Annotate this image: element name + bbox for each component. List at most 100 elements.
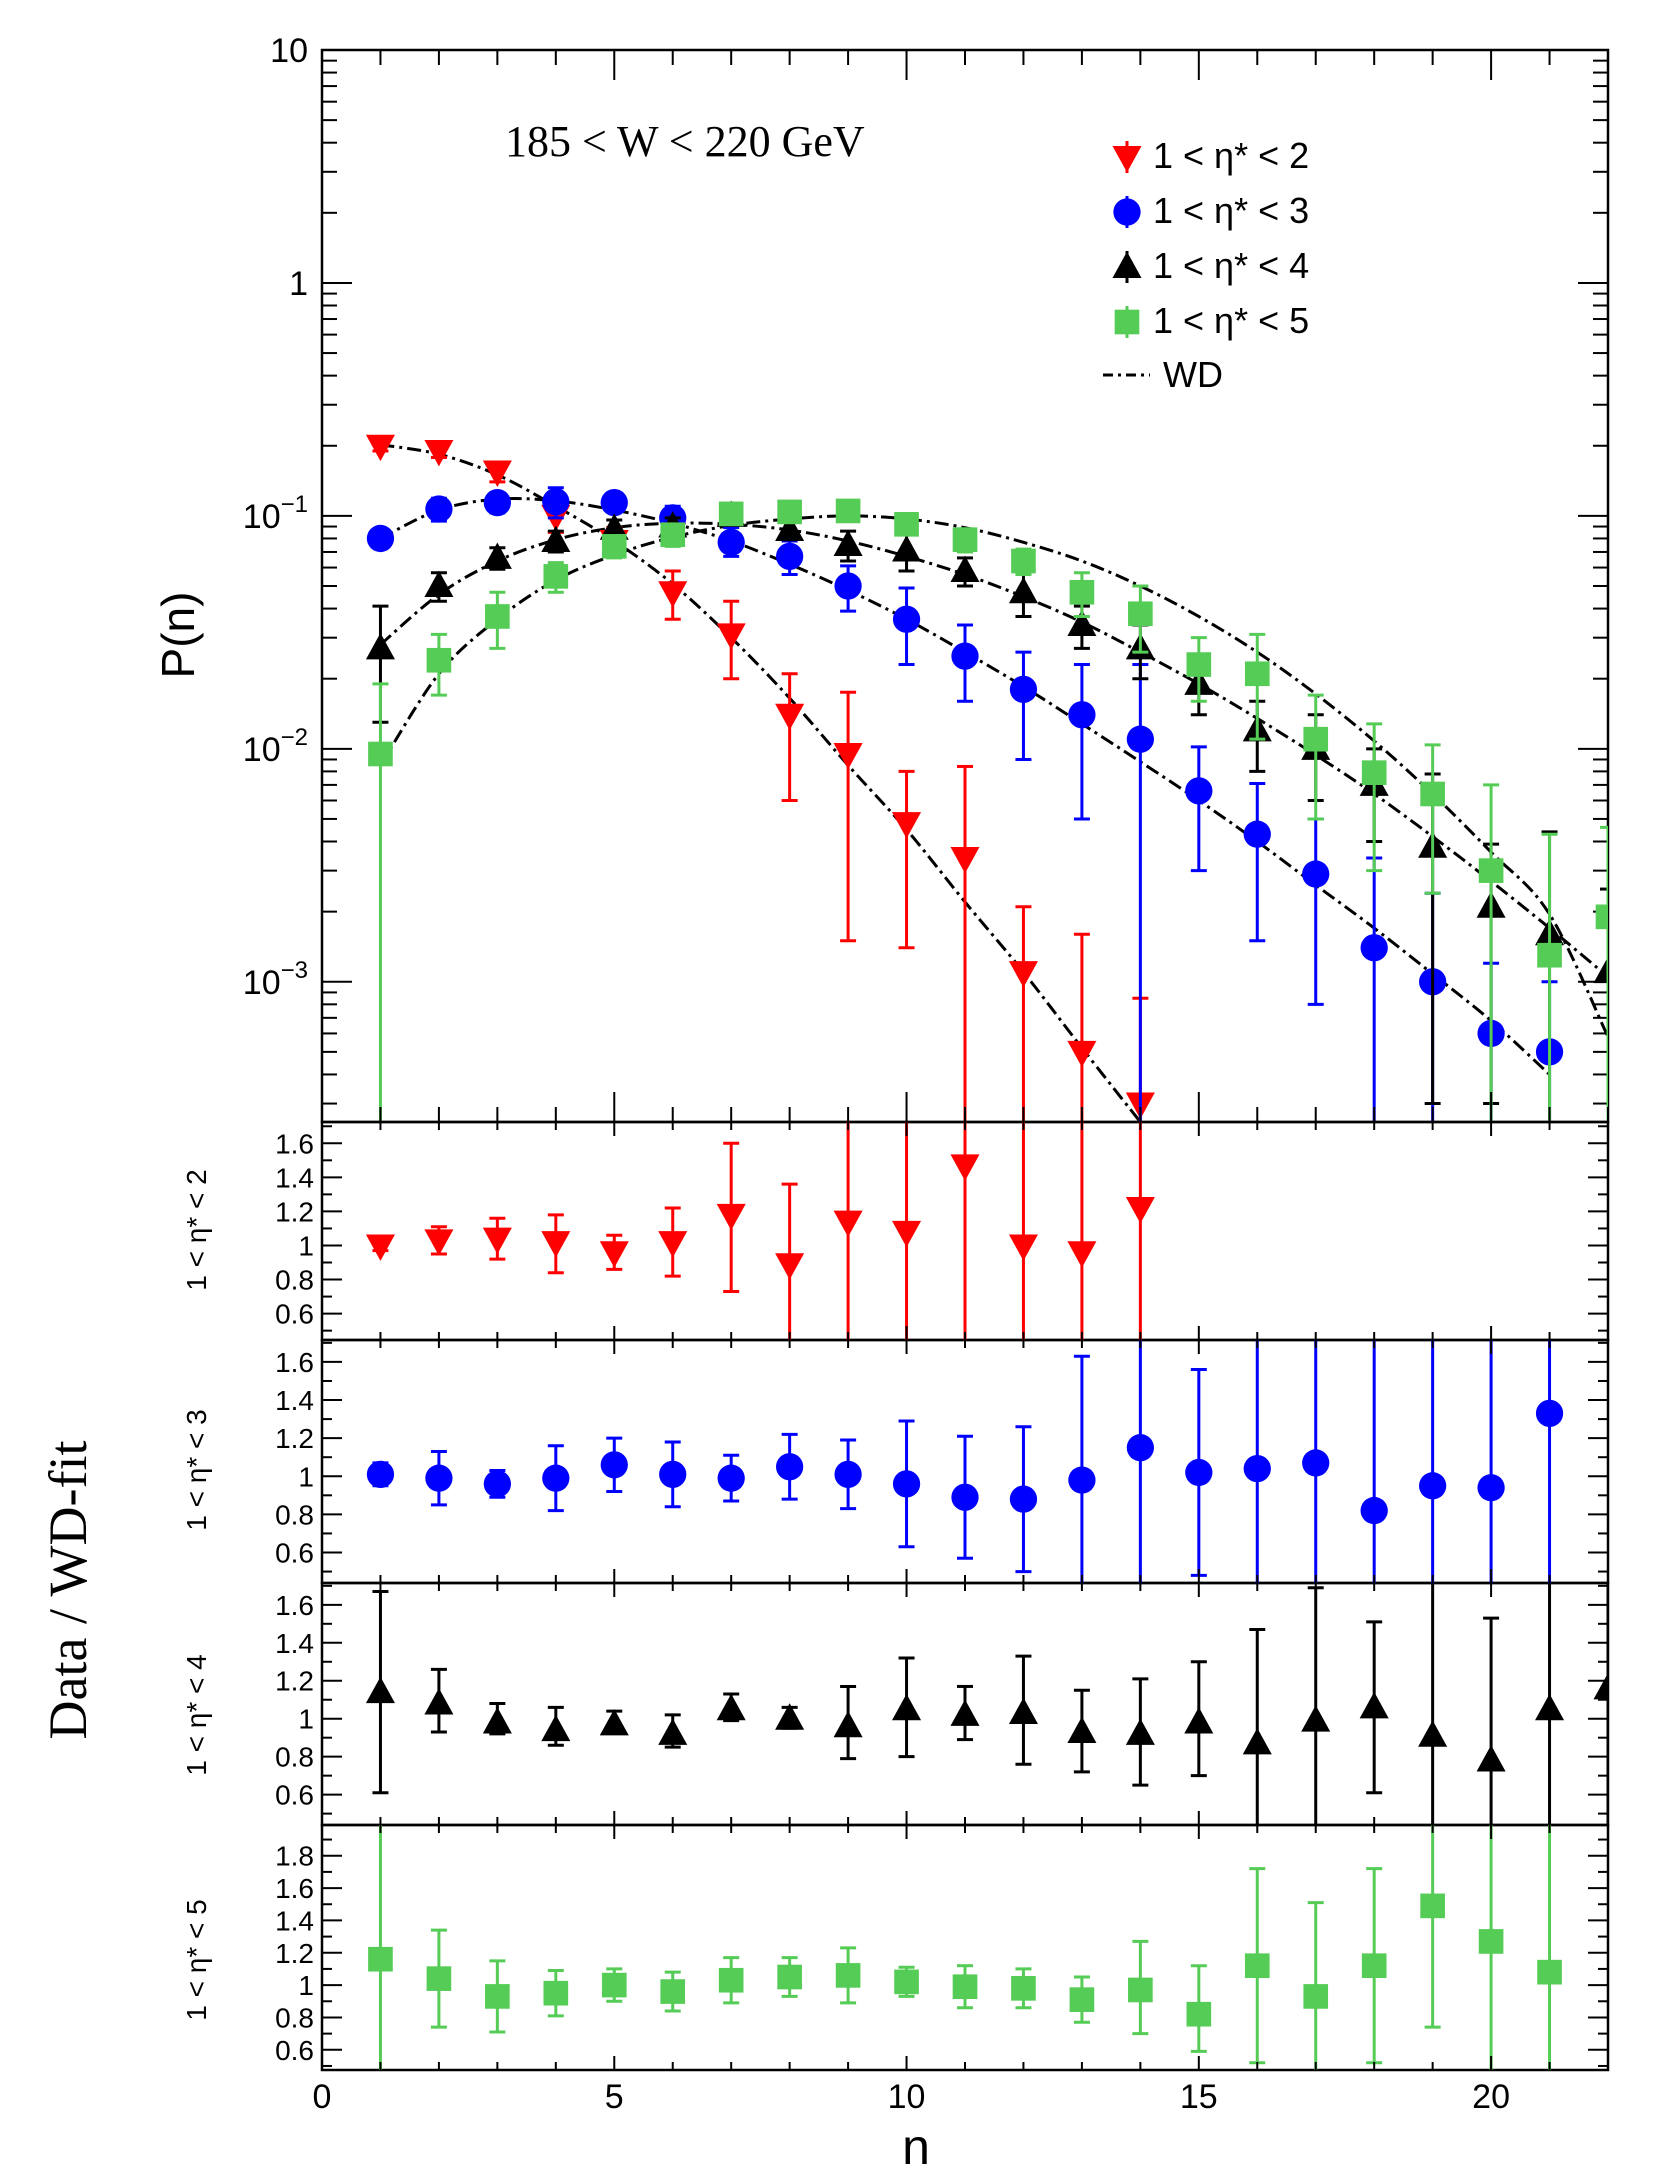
x-tick-label: 5 bbox=[605, 2078, 624, 2116]
ratio-point bbox=[1126, 1434, 1155, 1462]
data-point bbox=[541, 525, 571, 553]
ratio-label-eta3: 1 < η* < 3 bbox=[181, 1409, 212, 1530]
ratio-y-tick-label: 1.4 bbox=[275, 1905, 314, 1936]
ratio-y-tick-label: 1.4 bbox=[275, 1162, 314, 1193]
data-point bbox=[834, 572, 862, 600]
ratio-point bbox=[658, 1231, 688, 1258]
data-point bbox=[1595, 904, 1608, 930]
data-point bbox=[1008, 576, 1038, 604]
ratio-point bbox=[659, 1460, 687, 1489]
ratio-point bbox=[482, 1707, 512, 1734]
data-point bbox=[775, 703, 805, 731]
ratio-point bbox=[1067, 1241, 1097, 1268]
data-point bbox=[366, 524, 395, 553]
data-point bbox=[952, 527, 978, 553]
data-point bbox=[424, 570, 454, 597]
wd-fit-curve bbox=[379, 514, 1608, 1038]
ratio-y-tick-label: 1.2 bbox=[275, 1423, 314, 1454]
x-tick-label: 15 bbox=[1180, 2078, 1218, 2116]
ratio-point bbox=[1069, 1987, 1095, 2012]
ratio-point bbox=[485, 1984, 510, 2009]
data-point bbox=[482, 542, 512, 569]
data-point bbox=[716, 623, 746, 650]
y-tick-label: 10−3 bbox=[243, 957, 308, 1002]
ratio-point bbox=[1537, 1959, 1562, 1985]
ratio-point bbox=[1535, 1693, 1565, 1721]
ratio-points bbox=[365, 1583, 1608, 1825]
main-y-axis-label: P(n) bbox=[152, 592, 204, 679]
data-point bbox=[425, 495, 453, 523]
ratio-point bbox=[777, 1964, 802, 1990]
ratio-y-tick-label: 1.6 bbox=[275, 1128, 314, 1159]
data-point bbox=[951, 642, 979, 670]
ratio-point bbox=[483, 1470, 512, 1498]
ratio-y-tick-label: 1.2 bbox=[275, 1666, 314, 1697]
ratio-points bbox=[365, 1122, 1155, 1340]
ratio-point bbox=[482, 1227, 512, 1255]
data-point bbox=[950, 846, 980, 874]
data-point bbox=[1068, 701, 1096, 729]
ratio-y-tick-label: 0.6 bbox=[275, 1780, 314, 1811]
data-point bbox=[1126, 725, 1155, 753]
data-point bbox=[1008, 961, 1038, 988]
ratio-point bbox=[716, 1693, 746, 1721]
legend-label-eta2: 1 < η* < 2 bbox=[1153, 135, 1309, 176]
x-tick-label: 20 bbox=[1472, 2078, 1510, 2116]
x-tick-label: 10 bbox=[888, 2078, 926, 2116]
data-point bbox=[950, 555, 980, 582]
ratio-point bbox=[1009, 1485, 1038, 1513]
data-point bbox=[775, 542, 804, 571]
data-point bbox=[775, 514, 805, 541]
ratio-point bbox=[894, 1969, 919, 1995]
ratio-y-tick-label: 1.8 bbox=[275, 1841, 314, 1872]
ratio-point bbox=[424, 1688, 454, 1715]
ratio-point bbox=[366, 1460, 395, 1489]
ratio-point bbox=[1418, 1472, 1447, 1500]
ratio-point bbox=[365, 1676, 395, 1704]
ratio-point bbox=[543, 1980, 569, 2006]
data-point bbox=[1420, 781, 1445, 807]
ratio-point bbox=[892, 1470, 921, 1498]
ratio-point bbox=[1128, 1977, 1153, 2003]
ratio-point bbox=[1477, 1474, 1505, 1502]
ratio-y-tick-label: 1.4 bbox=[275, 1385, 314, 1416]
ratio-point bbox=[1535, 1399, 1564, 1428]
ratio-point bbox=[426, 1966, 452, 1991]
ratio-point bbox=[541, 1714, 571, 1742]
y-tick-label: 1 bbox=[289, 265, 308, 303]
main-panel: 10 1 10−1 10−2 10−3 bbox=[243, 32, 1610, 1124]
ratio-point bbox=[1185, 1458, 1213, 1487]
ratio-y-tick-label: 1 bbox=[298, 1230, 314, 1261]
data-point bbox=[833, 743, 863, 770]
ratio-point bbox=[368, 1946, 393, 1972]
ratio-point bbox=[775, 1703, 805, 1730]
ratio-panels: 0.60.811.21.41.60.60.811.21.41.60.60.811… bbox=[275, 1120, 1610, 2072]
legend-label-fit: WD bbox=[1163, 354, 1223, 395]
data-point bbox=[833, 529, 863, 556]
ratio-label-eta2: 1 < η* < 2 bbox=[181, 1169, 212, 1290]
ratio-y-tick-label: 0.6 bbox=[275, 2035, 314, 2066]
ratio-point bbox=[1186, 2001, 1212, 2027]
data-point bbox=[1011, 548, 1036, 574]
data-point bbox=[660, 522, 686, 548]
wd-fit-curve bbox=[379, 521, 1608, 978]
ratio-point bbox=[950, 1154, 980, 1181]
ratio-point bbox=[542, 1464, 570, 1492]
y-tick-label: 10−2 bbox=[243, 724, 308, 769]
legend-marker bbox=[1114, 309, 1140, 335]
ratio-point bbox=[1303, 1984, 1329, 2009]
ratio-point bbox=[892, 1220, 922, 1248]
ratio-point bbox=[834, 1460, 862, 1489]
ratio-point bbox=[541, 1231, 571, 1258]
data-point bbox=[1186, 652, 1212, 677]
ratio-point bbox=[775, 1453, 804, 1481]
ratio-point bbox=[1125, 1197, 1155, 1224]
ratio-point bbox=[424, 1229, 454, 1256]
ratio-point bbox=[1476, 1745, 1506, 1772]
ratio-y-tick-label: 0.6 bbox=[275, 1299, 314, 1330]
ratio-y-tick-label: 1.2 bbox=[275, 1196, 314, 1227]
legend-label-eta5: 1 < η* < 5 bbox=[1153, 300, 1309, 341]
ratio-points bbox=[368, 1825, 1562, 2070]
ratio-point bbox=[951, 1483, 979, 1511]
